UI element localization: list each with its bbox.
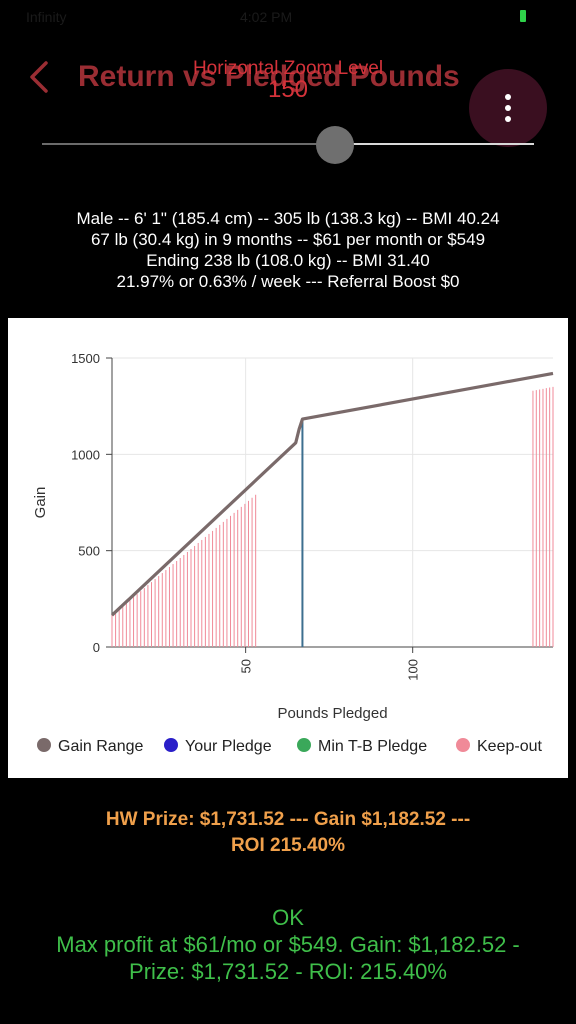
more-menu-button[interactable] [469,69,547,147]
more-vertical-icon [505,94,511,122]
status-bar: Infinity 4:02 PM [0,0,576,34]
prize-line-1: HW Prize: $1,731.52 --- Gain $1,182.52 -… [105,809,471,830]
clock-label: 4:02 PM [240,9,293,25]
summary-line-ending: Ending 238 lb (108.0 kg) -- BMI 31.40 [146,251,430,270]
gain-chart-svg: 0 500 1000 1500 50 100 Gain Pounds Pledged Gain … [32,351,554,755]
summary-line-profile: Male -- 6' 1" (185.4 cm) -- 305 lb (138.… [76,209,500,228]
battery-icon [520,10,526,22]
y-tick-label: 1000 [71,447,100,462]
back-button[interactable] [28,60,50,94]
chevron-left-icon [30,61,48,93]
prize-summary: HW Prize: $1,731.52 --- Gain $1,182.52 -… [0,807,576,859]
x-tick-label: 100 [406,659,421,681]
legend-label: Keep-out [477,738,542,755]
slider-track-empty [338,143,534,145]
slider-track-filled [42,143,338,145]
gain-chart: 0 500 1000 1500 50 100 Gain Pounds Pledged Gain … [8,318,568,778]
legend-label: Your Pledge [185,738,272,755]
summary-line-rate: 21.97% or 0.63% / week --- Referral Boos… [116,272,460,291]
y-tick-label: 500 [78,544,100,559]
slider-thumb[interactable] [316,126,354,164]
result-summary: OK Max profit at $61/mo or $549. Gain: $… [0,904,576,985]
pledge-summary: Male -- 6' 1" (185.4 cm) -- 305 lb (138.… [0,208,576,292]
y-tick-label: 1500 [71,351,100,366]
result-line-1: Max profit at $61/mo or $549. Gain: $1,1… [56,932,520,957]
page-title: Return vs Pledged Pounds [78,60,460,93]
legend-label: Min T-B Pledge [318,738,427,755]
gain-range-line [110,371,554,617]
zoom-level-label: Horizontal Zoom Level [192,58,384,79]
carrier-label: Infinity [26,9,67,25]
result-line-2: Prize: $1,731.52 - ROI: 215.40% [129,959,447,984]
legend-label: Gain Range [58,738,143,755]
zoom-level-value: 150 [267,76,309,103]
x-tick-label: 50 [239,659,254,673]
legend-swatch [456,738,470,752]
y-axis-label: Gain [32,487,49,519]
y-tick-label: 0 [93,640,100,655]
legend-swatch [164,738,178,752]
legend-swatch [37,738,51,752]
x-axis-label: Pounds Pledged [277,705,387,722]
result-status: OK [272,905,304,930]
prize-line-2: ROI 215.40% [230,835,346,856]
legend-swatch [297,738,311,752]
summary-line-pledge: 67 lb (30.4 kg) in 9 months -- $61 per m… [90,230,486,249]
zoom-slider[interactable] [42,126,534,164]
